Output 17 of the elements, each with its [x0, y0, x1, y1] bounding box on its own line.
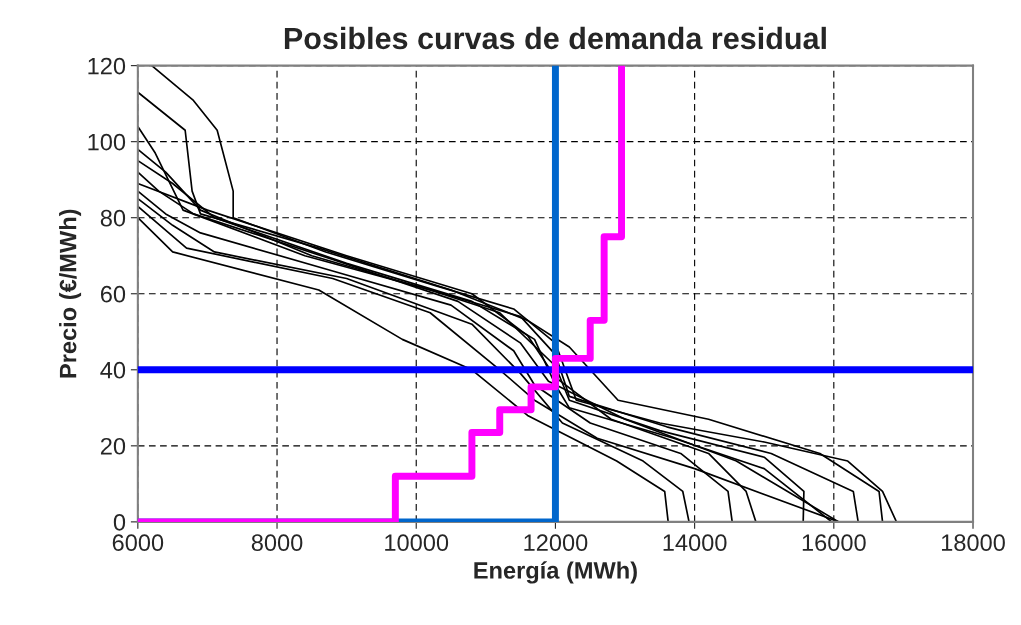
x-tick-label: 12000 — [524, 534, 588, 552]
x-tick-label: 18000 — [941, 534, 1005, 552]
y-axis-title: Precio (€/MWh) — [59, 209, 82, 378]
x-tick-label: 8000 — [251, 534, 303, 552]
x-tick-label: 16000 — [802, 534, 866, 552]
y-tick-label: 100 — [88, 133, 126, 151]
y-tick-label: 20 — [100, 437, 126, 455]
x-axis-title: Energía (MWh) — [474, 561, 637, 584]
y-tick-label: 80 — [100, 209, 126, 227]
x-tick-label: 14000 — [663, 534, 727, 552]
y-tick-label: 40 — [100, 361, 126, 379]
y-tick-label: 60 — [100, 285, 126, 303]
chart-title: Posibles curvas de demanda residual — [284, 26, 826, 50]
x-tick-label: 6000 — [112, 534, 164, 552]
y-tick-label: 0 — [113, 513, 126, 531]
x-tick-label: 10000 — [385, 534, 449, 552]
y-tick-label: 120 — [88, 57, 126, 75]
